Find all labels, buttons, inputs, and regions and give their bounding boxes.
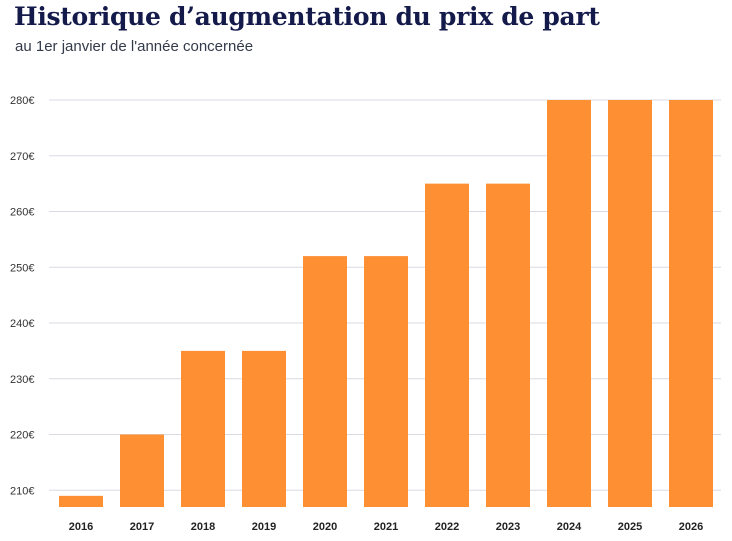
bar-2023 — [486, 183, 530, 508]
x-tick-label: 2020 — [313, 521, 337, 533]
bar-2019 — [242, 350, 286, 507]
x-tick-label: 2016 — [69, 521, 93, 533]
x-axis-ticks: 2016 2017 2018 2019 2020 2021 2022 2023 2024 2025… — [69, 521, 703, 533]
y-tick-label: 220€ — [10, 430, 34, 442]
bar-2022 — [425, 183, 469, 508]
y-axis-ticks: 210€ 220€ 230€ 240€ 250€ 260€ 270€ 280€ — [10, 95, 34, 497]
bar-2017 — [120, 434, 164, 507]
x-tick-label: 2022 — [435, 521, 459, 533]
bar-2020 — [303, 256, 347, 507]
bar-2024 — [547, 100, 591, 507]
bar-2016 — [59, 495, 103, 507]
bar-2026 — [669, 100, 713, 507]
y-tick-label: 280€ — [10, 95, 34, 107]
chart-subtitle: au 1er janvier de l'année concernée — [15, 38, 254, 55]
x-tick-label: 2024 — [557, 521, 582, 533]
y-tick-label: 250€ — [10, 262, 34, 274]
x-tick-label: 2018 — [191, 521, 215, 533]
x-tick-label: 2017 — [130, 521, 154, 533]
bar-2025 — [608, 100, 652, 507]
x-tick-label: 2021 — [374, 521, 398, 533]
chart-title: Historique d’augmentation du prix de par… — [14, 2, 600, 31]
y-tick-label: 270€ — [10, 151, 34, 163]
x-tick-label: 2025 — [618, 521, 642, 533]
y-tick-label: 260€ — [10, 207, 34, 219]
bar-2018 — [181, 350, 225, 507]
bar-2021 — [364, 256, 408, 507]
y-tick-label: 210€ — [10, 485, 34, 497]
x-tick-label: 2019 — [252, 521, 276, 533]
y-tick-label: 230€ — [10, 374, 34, 386]
x-tick-label: 2026 — [679, 521, 703, 533]
bars — [59, 100, 713, 508]
x-tick-label: 2023 — [496, 521, 520, 533]
y-tick-label: 240€ — [10, 318, 34, 330]
